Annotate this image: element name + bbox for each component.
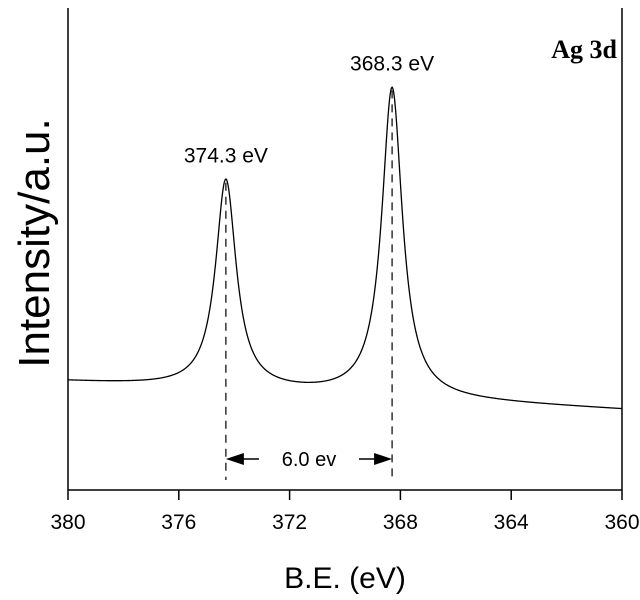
peak-labels: 374.3 eV 368.3 eV <box>184 52 434 167</box>
x-tick-label-368: 368 <box>383 511 418 534</box>
series-line <box>67 86 623 410</box>
peak-markers <box>225 90 393 480</box>
separation-arrowhead-left <box>225 453 244 465</box>
x-tick-label-364: 364 <box>494 511 529 534</box>
peak-label-0: 374.3 eV <box>184 145 268 168</box>
panel-label: Ag 3d <box>551 35 617 64</box>
x-axis-ticks <box>67 490 623 500</box>
x-tick-label-360: 360 <box>604 511 639 534</box>
separation-label: 6.0 ev <box>282 449 336 471</box>
x-tick-label-380: 380 <box>50 511 85 534</box>
peak-label-1: 368.3 eV <box>350 52 434 75</box>
separation-arrowhead-right <box>374 453 393 465</box>
y-axis-title: Intensity/a.u. <box>10 118 59 367</box>
x-tick-label-376: 376 <box>161 511 196 534</box>
x-axis-tick-labels: 380 376 372 368 364 360 <box>50 511 639 534</box>
separation-annotation: 6.0 ev <box>225 449 393 471</box>
x-axis-title: B.E. (eV) <box>284 562 406 595</box>
x-tick-label-372: 372 <box>272 511 307 534</box>
